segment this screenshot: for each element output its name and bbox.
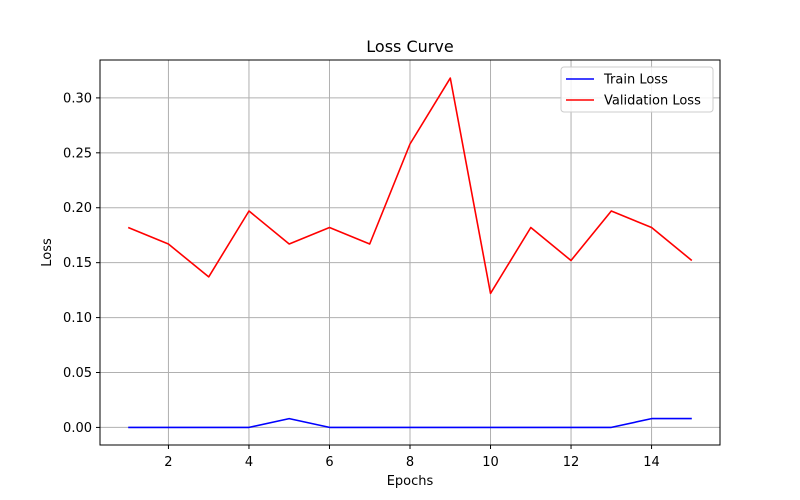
train-loss-line	[128, 417, 692, 429]
x-tick-label: 6	[325, 455, 333, 470]
x-tick-label: 14	[643, 455, 660, 470]
x-axis-ticks: 2 4 6 8 10 12 14	[164, 445, 660, 470]
x-tick-label: 12	[563, 455, 580, 470]
y-tick-label: 0.15	[63, 256, 92, 271]
legend: Train Loss Validation Loss	[560, 66, 714, 113]
y-tick-label: 0.05	[63, 366, 92, 381]
chart-title: Loss Curve	[366, 37, 453, 56]
x-axis-label: Epochs	[387, 474, 434, 489]
y-tick-label: 0.20	[63, 201, 92, 216]
y-tick-label: 0.00	[63, 421, 92, 436]
legend-box	[560, 66, 714, 113]
y-tick-label: 0.25	[63, 146, 92, 161]
y-tick-label: 0.30	[63, 91, 92, 106]
x-tick-label: 8	[406, 455, 414, 470]
x-tick-label: 10	[482, 455, 499, 470]
legend-label-train-loss: Train Loss	[603, 73, 668, 88]
y-axis-label: Loss	[40, 238, 55, 267]
x-tick-label: 2	[164, 455, 172, 470]
y-axis-ticks: 0.00 0.05 0.10 0.15 0.20 0.25 0.30	[63, 91, 100, 436]
y-tick-label: 0.10	[63, 311, 92, 326]
legend-label-validation-loss: Validation Loss	[604, 94, 701, 109]
series-lines	[127, 77, 693, 429]
validation-loss-line	[127, 77, 693, 295]
x-tick-label: 4	[245, 455, 253, 470]
